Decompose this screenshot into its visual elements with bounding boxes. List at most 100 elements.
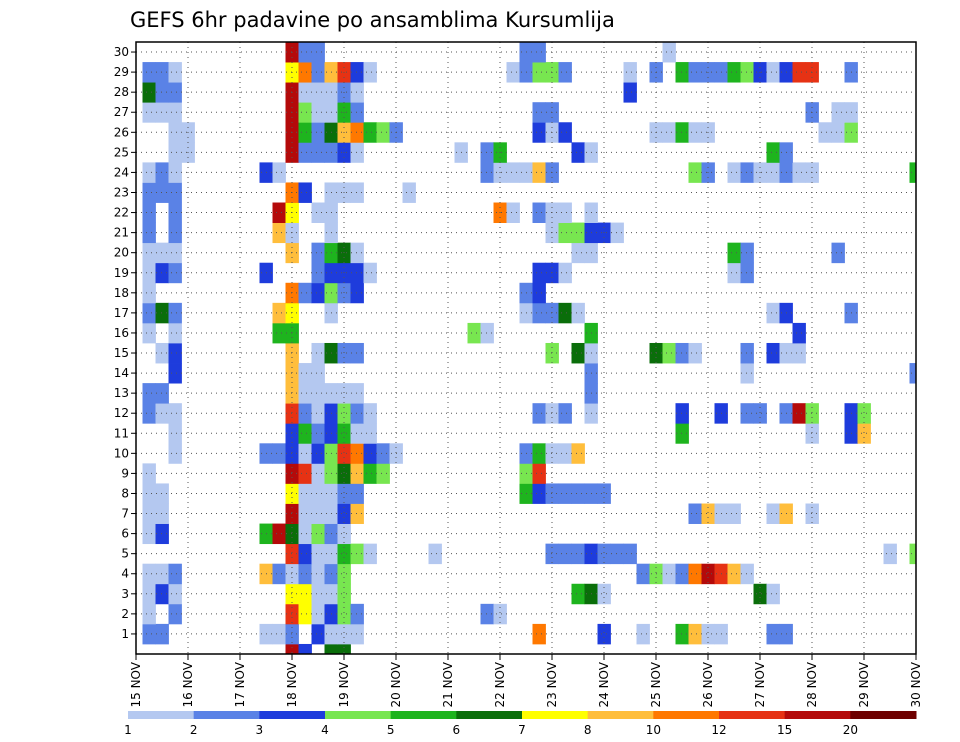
precip-cell-member-12-17 [753,403,767,424]
precip-cell-member-28-9 [623,82,637,103]
x-tick-label: 17 NOV [233,661,247,707]
precip-cell-member-12-10 [532,403,546,424]
precip-cell-member-23-0 [142,182,156,203]
colorbar-label: 15 [777,723,792,737]
precip-cell-member-17-9 [558,302,572,324]
precip-cell-member-8-4 [311,483,325,504]
precip-cell-member-24-5 [480,162,494,183]
precip-cell-member-8-6 [337,483,351,504]
precip-cell-member-3-8 [571,583,585,605]
precip-cell-member-29-2 [168,62,182,83]
precip-cell-member-22-1 [168,202,182,223]
precip-cell-member-24-13 [727,162,741,183]
precip-cell-member-14-0 [168,363,182,384]
precip-cell-member-6-4 [285,523,299,545]
precip-cell-member-10-16 [571,443,585,464]
precip-cell-member-27-2 [168,102,182,123]
precip-cell-member-29-24 [766,62,780,83]
precip-cell-member-3-2 [168,583,182,605]
precip-cell-member-5-4 [337,543,351,565]
precip-cell-member-4-5 [285,563,299,585]
precip-cell-member-6-0 [142,523,156,545]
precip-cell-member-4-6 [298,563,312,585]
precip-cell-member-24-2 [168,162,182,183]
precip-cell-member-1-9 [532,623,546,645]
precip-cell-member-21-1 [168,222,182,244]
precip-cell-member-0-0 [285,643,299,655]
precip-cell-member-7-3 [298,503,312,524]
precip-cell-member-29-12 [532,62,546,83]
precip-cell-member-28-0 [142,82,156,103]
precip-cell-member-26-15 [662,122,676,143]
precip-cell-member-10-5 [311,443,325,464]
precip-cell-member-5-12 [597,543,611,565]
precip-cell-member-29-8 [350,62,364,83]
precip-cell-member-12-7 [337,403,351,424]
precip-cell-member-3-12 [766,583,780,605]
precip-cell-member-29-14 [558,62,572,83]
precip-cell-member-11-9 [805,423,819,444]
precip-cell-member-24-0 [142,162,156,183]
precip-cell-member-3-0 [142,583,156,605]
precip-cell-member-9-3 [311,463,325,484]
precip-cell-member-0-1 [298,643,312,655]
precip-cell-member-2-0 [142,603,156,625]
colorbar-swatch-9 [653,711,720,719]
colorbar-label: 20 [843,723,858,737]
precip-cell-member-30-4 [532,42,546,63]
y-tick-label: 28 [114,85,129,99]
precip-cell-member-23-2 [168,182,182,203]
precip-cell-member-15-14 [740,342,754,364]
precip-cell-member-17-1 [155,302,169,324]
plot-frame [135,41,917,655]
precip-cell-member-5-2 [311,543,325,565]
precip-cell-member-1-7 [337,623,351,645]
x-tick-label: 15 NOV [129,661,143,707]
y-tick-label: 22 [114,206,129,220]
precip-cell-member-22-8 [532,202,546,223]
precip-cell-member-26-9 [376,122,390,143]
precip-cell-member-2-3 [298,603,312,625]
precip-cell-member-22-10 [558,202,572,223]
precip-cell-member-7-4 [311,503,325,524]
precip-cell-member-2-6 [337,603,351,625]
precip-cell-member-8-3 [298,483,312,504]
y-tick-label: 17 [114,306,129,320]
precip-cell-member-19-13 [740,262,754,284]
precip-cell-member-13-0 [142,383,156,404]
y-tick-label: 26 [114,125,129,139]
colorbar-label: 4 [321,723,329,737]
precip-cell-member-4-0 [142,563,156,585]
precip-cell-member-2-7 [350,603,364,625]
precip-cell-member-29-18 [688,62,702,83]
x-tick-label: 16 NOV [181,661,195,707]
precip-cell-member-1-0 [142,623,156,645]
precip-cell-member-4-13 [675,563,689,585]
precip-cell-member-2-9 [493,603,507,625]
precip-cell-member-29-15 [623,62,637,83]
precip-cell-member-17-8 [545,302,559,324]
precip-cell-member-29-10 [506,62,520,83]
precip-cell-member-4-14 [688,563,702,585]
y-tick-label: 2 [121,607,129,621]
colorbar-label: 10 [646,723,661,737]
precip-cell-member-27-1 [155,102,169,123]
precip-cell-member-26-3 [298,122,312,143]
precip-cell-member-19-11 [558,262,572,284]
precip-cell-member-8-2 [285,483,299,504]
precip-cell-member-20-1 [155,242,169,264]
precip-cell-member-22-0 [142,202,156,223]
precip-cell-member-6-8 [337,523,351,545]
y-tick-label: 20 [114,246,129,260]
precip-cell-member-17-3 [272,302,286,324]
x-tick-label: 27 NOV [753,661,767,707]
precip-cell-member-5-1 [298,543,312,565]
precip-cell-member-1-11 [636,623,650,645]
precip-cell-member-14-3 [311,363,325,384]
precip-cell-member-8-10 [545,483,559,504]
precip-cell-member-1-16 [766,623,780,645]
precip-cell-member-24-16 [766,162,780,183]
precip-cell-member-27-4 [298,102,312,123]
x-tick-label: 21 NOV [441,661,455,707]
precip-cell-member-8-7 [350,483,364,504]
